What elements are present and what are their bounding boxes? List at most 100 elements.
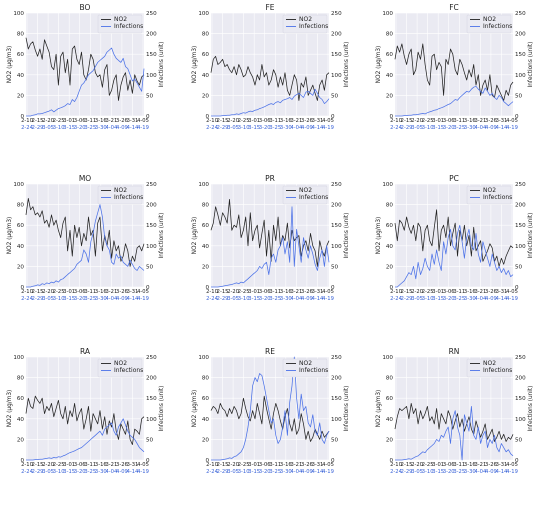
x-tick-label-no2: 3-31 bbox=[496, 118, 508, 124]
y-tick-label: 80 bbox=[202, 203, 210, 209]
x-tick-label-no2: 2-20 bbox=[227, 289, 239, 295]
x-tick-label-infections: 4-09 bbox=[485, 296, 497, 302]
x-tick-label-no2: 3-31 bbox=[496, 289, 508, 295]
x-tick-label-infections: 4-19 bbox=[137, 125, 149, 131]
x-tick-label-no2: 4-05 bbox=[137, 462, 149, 468]
chart-panel-mo: MO 0 20 40 60 80 100 0 50 100 150 200 250 2-102-242-1… bbox=[7, 174, 165, 302]
y2-tick-label: 200 bbox=[515, 32, 526, 38]
legend-label-infections: Infections bbox=[483, 194, 512, 201]
x-tick-label-infections: 4-04 bbox=[474, 469, 486, 475]
chart-panel-ra: RA 0 20 40 60 80 100 0 50 100 150 200 250 2-102-242-1… bbox=[7, 347, 165, 475]
x-tick-label-no2: 3-31 bbox=[496, 462, 508, 468]
x-tick-label-no2: 2-10 bbox=[206, 462, 218, 468]
y-tick-label: 100 bbox=[198, 11, 209, 17]
legend-label-infections: Infections bbox=[114, 194, 143, 201]
series-line-infections bbox=[211, 206, 330, 288]
x-tick-label-no2: 2-25 bbox=[238, 118, 250, 124]
x-tick-label-infections: 3-05 bbox=[42, 296, 54, 302]
x-tick-label-infections: 2-29 bbox=[401, 469, 413, 475]
y2-tick-label: 150 bbox=[146, 52, 157, 58]
y-tick-label: 0 bbox=[205, 114, 209, 120]
x-tick-label-no2: 3-11 bbox=[453, 289, 465, 295]
x-tick-label-no2: 4-05 bbox=[322, 289, 334, 295]
y2-axis-label: Infections (unit) bbox=[344, 386, 350, 432]
y-tick-label: 20 bbox=[17, 264, 25, 270]
x-tick-label-no2: 3-21 bbox=[290, 118, 302, 124]
x-tick-label-infections: 4-19 bbox=[322, 469, 334, 475]
x-tick-label-no2: 2-10 bbox=[21, 462, 33, 468]
x-tick-label-infections: 4-04 bbox=[290, 469, 302, 475]
x-tick-label-infections: 4-04 bbox=[290, 125, 302, 131]
series-line-infections bbox=[211, 88, 330, 117]
y2-tick-label: 0 bbox=[515, 285, 519, 291]
y2-tick-label: 200 bbox=[515, 376, 526, 382]
x-tick-label-no2: 2-25 bbox=[238, 462, 250, 468]
y-axis-label: NO2 (μg/m3) bbox=[376, 217, 382, 255]
x-tick-label-infections: 3-25 bbox=[269, 469, 281, 475]
y2-axis-label: Infections (unit) bbox=[528, 386, 534, 432]
chart-panel-fc: FC 0 20 40 60 80 100 0 50 100 150 200 250 2-102-242-1… bbox=[376, 3, 534, 131]
y2-tick-label: 100 bbox=[515, 73, 526, 79]
y2-tick-label: 250 bbox=[331, 355, 342, 361]
x-tick-label-no2: 3-16 bbox=[280, 289, 292, 295]
series-line-no2 bbox=[394, 403, 514, 442]
x-tick-label-infections: 3-25 bbox=[453, 469, 465, 475]
x-tick-label-infections: 3-15 bbox=[63, 125, 75, 131]
y2-tick-label: 200 bbox=[331, 376, 342, 382]
y2-tick-label: 50 bbox=[515, 93, 523, 99]
y-tick-label: 60 bbox=[386, 223, 394, 229]
chart-title: BO bbox=[80, 3, 91, 12]
x-tick-label-no2: 3-06 bbox=[74, 118, 86, 124]
x-tick-label-no2: 2-25 bbox=[238, 289, 250, 295]
x-tick-label-infections: 4-04 bbox=[105, 125, 117, 131]
series-line-no2 bbox=[210, 395, 330, 442]
x-tick-label-infections: 3-30 bbox=[95, 125, 107, 131]
x-tick-label-no2: 3-11 bbox=[453, 118, 465, 124]
y-tick-label: 60 bbox=[202, 396, 210, 402]
x-tick-label-infections: 4-04 bbox=[474, 125, 486, 131]
x-tick-label-infections: 4-04 bbox=[105, 469, 117, 475]
y2-tick-label: 200 bbox=[146, 32, 157, 38]
x-tick-label-infections: 2-24 bbox=[21, 469, 33, 475]
x-tick-label-infections: 3-30 bbox=[464, 469, 476, 475]
y2-axis-label: Infections (unit) bbox=[344, 213, 350, 259]
x-tick-label-no2: 3-01 bbox=[63, 289, 75, 295]
x-tick-label-infections: 3-30 bbox=[95, 469, 107, 475]
y-tick-label: 40 bbox=[202, 417, 210, 423]
x-tick-label-no2: 4-05 bbox=[506, 118, 518, 124]
y-tick-label: 40 bbox=[202, 73, 210, 79]
y-tick-label: 80 bbox=[202, 32, 210, 38]
x-tick-label-no2: 3-21 bbox=[474, 289, 486, 295]
chart-panel-pc: PC 0 20 40 60 80 100 0 50 100 150 200 250 2-102-242-1… bbox=[376, 174, 534, 302]
x-tick-label-no2: 3-06 bbox=[74, 462, 86, 468]
legend-label-infections: Infections bbox=[299, 367, 328, 374]
x-tick-label-infections: 3-05 bbox=[411, 296, 423, 302]
x-tick-label-no2: 3-26 bbox=[301, 462, 313, 468]
x-tick-label-no2: 2-25 bbox=[53, 462, 65, 468]
y2-tick-label: 50 bbox=[515, 437, 523, 443]
x-tick-label-no2: 2-15 bbox=[32, 462, 44, 468]
y2-tick-label: 0 bbox=[515, 458, 519, 464]
x-tick-label-no2: 4-05 bbox=[137, 118, 149, 124]
x-tick-label-no2: 3-26 bbox=[485, 118, 497, 124]
y-tick-label: 60 bbox=[202, 52, 210, 58]
y2-tick-label: 150 bbox=[515, 223, 526, 229]
y-tick-label: 100 bbox=[382, 355, 393, 361]
legend-label-infections: Infections bbox=[299, 194, 328, 201]
series-line-infections bbox=[395, 85, 514, 117]
y-tick-label: 80 bbox=[386, 32, 394, 38]
y2-axis-label: Infections (unit) bbox=[344, 42, 350, 88]
x-tick-label-infections: 4-19 bbox=[137, 296, 149, 302]
x-tick-label-no2: 3-26 bbox=[485, 289, 497, 295]
x-tick-label-no2: 3-26 bbox=[485, 462, 497, 468]
chart-title: MO bbox=[79, 174, 91, 183]
x-tick-label-infections: 4-14 bbox=[312, 125, 324, 131]
y-tick-label: 100 bbox=[198, 355, 209, 361]
legend-label-infections: Infections bbox=[299, 23, 328, 30]
x-tick-label-infections: 3-25 bbox=[453, 125, 465, 131]
y-tick-label: 20 bbox=[202, 437, 210, 443]
y-tick-label: 40 bbox=[17, 244, 25, 250]
x-tick-label-no2: 2-20 bbox=[42, 462, 54, 468]
y2-tick-label: 0 bbox=[146, 285, 150, 291]
